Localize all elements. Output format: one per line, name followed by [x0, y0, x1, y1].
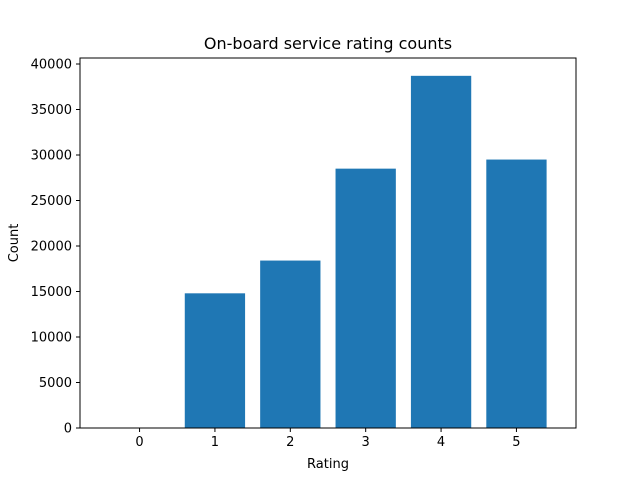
- x-tick-label: 3: [362, 435, 370, 450]
- y-axis-ticks: 0 5000 10000 15000 20000 25000 30000 35000 40000: [31, 58, 80, 437]
- y-tick-label: 40000: [31, 58, 72, 73]
- y-axis-label: Count: [7, 224, 22, 263]
- bar-rating-4: [410, 75, 472, 428]
- bars-group: [109, 75, 547, 429]
- x-axis-label: Rating: [307, 457, 349, 472]
- x-tick-label: 1: [211, 435, 219, 450]
- y-tick-label: 20000: [31, 240, 72, 255]
- bar-rating-3: [335, 168, 396, 428]
- bar-rating-1: [184, 293, 246, 428]
- y-tick-label: 10000: [31, 331, 72, 346]
- y-tick-label: 35000: [31, 103, 72, 118]
- x-axis-ticks: 0 1 2 3 4 5: [135, 428, 521, 450]
- bar-rating-5: [486, 159, 547, 429]
- x-tick-label: 2: [286, 435, 294, 450]
- y-tick-label: 0: [64, 422, 72, 437]
- chart-title: On-board service rating counts: [204, 34, 452, 53]
- x-tick-label: 4: [437, 435, 445, 450]
- y-tick-label: 15000: [31, 285, 72, 300]
- x-tick-label: 0: [135, 435, 143, 450]
- y-tick-label: 30000: [31, 149, 72, 164]
- x-tick-label: 5: [512, 435, 520, 450]
- plot-frame: [79, 57, 577, 429]
- bar-rating-2: [260, 260, 321, 428]
- y-tick-label: 25000: [31, 194, 72, 209]
- y-tick-label: 5000: [39, 376, 72, 391]
